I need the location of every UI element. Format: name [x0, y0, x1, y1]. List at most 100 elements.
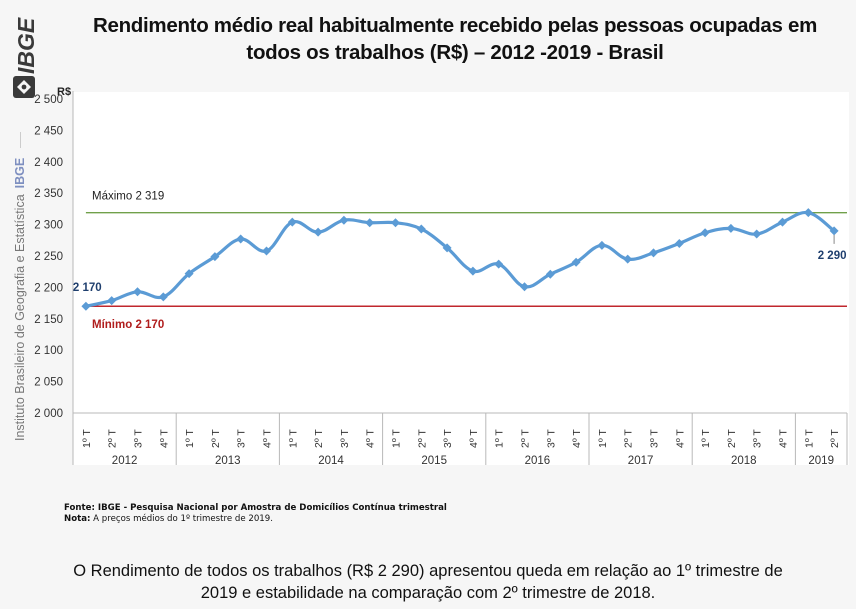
- note-label: Nota:: [64, 514, 91, 524]
- x-tick-label: 3º T: [649, 429, 661, 448]
- x-tick-label: 2º T: [313, 429, 325, 448]
- x-tick-label: 1º T: [81, 429, 93, 448]
- y-tick-label: 2 150: [34, 314, 63, 326]
- y-axis-label: R$: [57, 86, 71, 98]
- data-point-marker: [391, 218, 400, 228]
- chart-title: Rendimento médio real habitualmente rece…: [60, 12, 850, 66]
- ibge-logo-mark-icon: [13, 76, 35, 98]
- x-tick-label: 4º T: [158, 429, 170, 448]
- x-tick-label: 4º T: [778, 429, 790, 448]
- data-point-marker: [778, 217, 787, 227]
- y-tick-label: 2 200: [34, 282, 63, 294]
- x-group-label: 2016: [525, 455, 551, 467]
- ibge-logo: IBGE: [13, 17, 39, 98]
- y-tick-label: 2 050: [34, 377, 63, 389]
- x-tick-label: 1º T: [184, 429, 196, 448]
- data-label-last: 2 290: [818, 250, 847, 262]
- y-tick-label: 2 500: [34, 94, 63, 106]
- x-tick-label: 1º T: [494, 429, 506, 448]
- summary-text: O Rendimento de todos os trabalhos (R$ 2…: [30, 560, 826, 604]
- y-tick-label: 2 250: [34, 251, 63, 263]
- data-point-marker: [726, 223, 736, 233]
- reference-line-label: Máximo 2 319: [92, 191, 164, 203]
- ibge-logo-text: IBGE: [13, 17, 39, 74]
- x-axis: 1º T 2º T 3º T 4º T 1º T 2º T 3º T 4º T 1º T 2º T…: [72, 412, 848, 467]
- price-note: Nota: A preços médios do 1º trimestre de…: [64, 514, 447, 525]
- x-tick-label: 1º T: [391, 429, 403, 448]
- x-group-label: 2015: [421, 455, 447, 467]
- data-point-marker: [752, 229, 762, 239]
- data-point-marker: [313, 227, 323, 237]
- x-tick-label: 1º T: [597, 429, 609, 448]
- summary-line-1: O Rendimento de todos os trabalhos (R$ 2…: [73, 562, 783, 580]
- x-tick-label: 4º T: [674, 429, 686, 448]
- note-text: A preços médios do 1º trimestre de 2019.: [90, 514, 273, 524]
- x-group-label: 2018: [731, 455, 757, 467]
- x-group-label: 2019: [808, 455, 834, 467]
- data-point-marker: [803, 208, 813, 218]
- reference-line-label: Mínimo 2 170: [92, 319, 164, 331]
- y-tick-label: 2 400: [34, 157, 63, 169]
- source-label: Fonte:: [64, 503, 95, 513]
- data-point-marker: [210, 252, 220, 262]
- x-tick-label: 2º T: [726, 429, 738, 448]
- x-tick-label: 2º T: [829, 429, 841, 448]
- x-tick-label: 2º T: [416, 429, 428, 448]
- data-point-marker: [287, 217, 297, 227]
- y-tick-label: 2 000: [34, 408, 63, 420]
- data-point-marker: [81, 301, 91, 311]
- data-label-first: 2 170: [73, 282, 102, 294]
- x-tick-label: 1º T: [700, 429, 712, 448]
- x-tick-label: 2º T: [210, 429, 222, 448]
- data-point-marker: [649, 248, 658, 258]
- summary-line-2: 2019 e estabilidade na comparação com 2º…: [200, 584, 656, 602]
- data-point-marker: [674, 238, 684, 248]
- x-tick-label: 1º T: [803, 429, 815, 448]
- data-point-marker: [158, 292, 168, 302]
- reference-lines: Máximo 2 319 Mínimo 2 170: [85, 191, 847, 331]
- x-group-label: 2014: [318, 455, 344, 467]
- series-line: [81, 208, 839, 311]
- x-tick-label: 4º T: [262, 429, 274, 448]
- x-tick-label: 3º T: [442, 429, 454, 448]
- data-point-marker: [365, 218, 375, 228]
- data-point-marker: [494, 259, 504, 269]
- x-group-label: 2017: [628, 455, 654, 467]
- data-point-marker: [442, 243, 452, 253]
- data-point-marker: [597, 240, 607, 250]
- data-point-marker: [416, 224, 426, 234]
- y-tick-label: 2 450: [34, 125, 63, 137]
- data-point-marker: [236, 234, 246, 244]
- x-tick-label: 2º T: [623, 429, 635, 448]
- data-point-marker: [339, 215, 349, 225]
- plot-background: [73, 92, 849, 465]
- chart-title-line-2: todos os trabalhos (R$) – 2012 -2019 - B…: [246, 41, 664, 64]
- x-tick-label: 3º T: [545, 429, 557, 448]
- footnote: Fonte: IBGE - Pesquisa Nacional por Amos…: [64, 503, 447, 525]
- data-point-marker: [184, 269, 194, 279]
- source-text: IBGE - Pesquisa Nacional por Amostra de …: [94, 503, 447, 513]
- x-tick-label: 3º T: [752, 429, 764, 448]
- data-point-marker: [468, 266, 478, 276]
- x-tick-label: 3º T: [133, 429, 145, 448]
- x-tick-label: 3º T: [339, 429, 351, 448]
- y-tick-label: 2 300: [34, 220, 63, 232]
- data-point-marker: [545, 269, 555, 279]
- x-tick-label: 4º T: [365, 429, 377, 448]
- data-point-marker: [262, 246, 271, 256]
- data-point-marker: [571, 257, 581, 267]
- line-chart: 2 000 2 050 2 100 2 150 2 200 2 250 2 300 2 350…: [34, 86, 849, 467]
- data-point-marker: [520, 282, 529, 292]
- chart-title-line-1: Rendimento médio real habitualmente rece…: [92, 14, 818, 37]
- x-tick-label: 4º T: [571, 429, 583, 448]
- y-tick-label: 2 100: [34, 345, 63, 357]
- data-labels: 2 170 2 290: [73, 234, 847, 294]
- data-point-marker: [133, 287, 142, 297]
- x-tick-label: 3º T: [236, 429, 248, 448]
- y-axis: 2 000 2 050 2 100 2 150 2 200 2 250 2 300 2 350…: [34, 91, 74, 420]
- x-group-label: 2013: [215, 455, 241, 467]
- x-group-label: 2012: [112, 455, 138, 467]
- source-note: Fonte: IBGE - Pesquisa Nacional por Amos…: [64, 503, 447, 514]
- data-point-marker: [623, 254, 633, 264]
- x-tick-label: 4º T: [468, 429, 480, 448]
